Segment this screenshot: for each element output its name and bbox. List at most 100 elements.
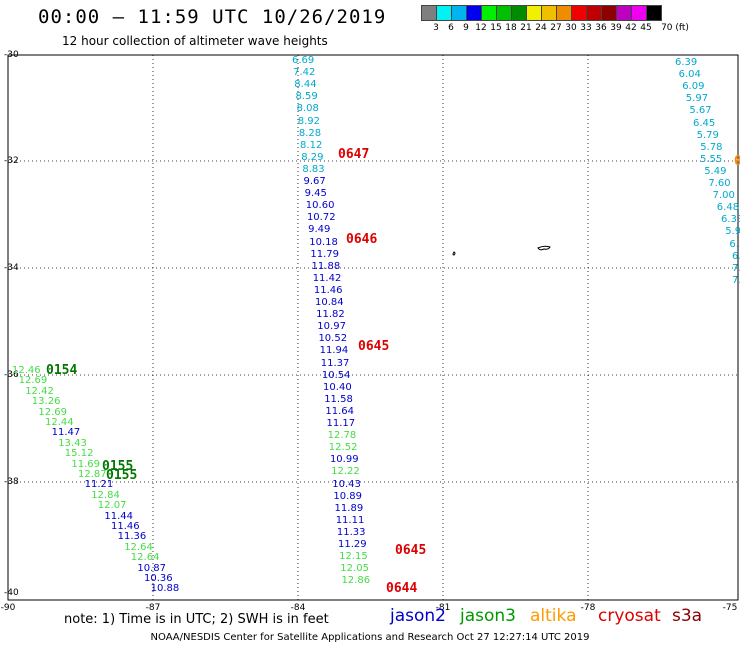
wave-height-value: 12.46 [12, 365, 41, 376]
wave-height-value: 11.88 [311, 260, 341, 272]
wave-height-value: 10.88 [150, 583, 180, 595]
color-scale-swatch [646, 5, 662, 21]
track-time-label: 0154 [46, 363, 78, 378]
color-scale-label: 9 [463, 23, 469, 33]
wave-height-value: 8.08 [296, 103, 319, 115]
wave-height-value: 6.45 [693, 117, 716, 129]
wave-height-value: 8.83 [302, 163, 325, 175]
wave-height-value: 6.48 [716, 202, 740, 214]
color-scale-swatch [541, 5, 557, 21]
color-scale: 3 6 9 12 15 18 21 24 27 30 33 36 39 42 45 70 (ft) [421, 5, 740, 33]
color-scale-swatch [466, 5, 482, 21]
wave-height-value: 12.15 [339, 551, 368, 563]
latitude-label: -30 [4, 50, 19, 60]
wave-height-value: 8.28 [298, 127, 322, 139]
track-time-label: 0647 [338, 147, 370, 162]
wave-height-value: 11.79 [310, 248, 340, 260]
wave-height-value: 5.55 [700, 153, 723, 165]
track-time-label: 0644 [386, 581, 418, 596]
color-scale-swatch [526, 5, 542, 21]
wave-height-value: 10.84 [315, 297, 344, 308]
wave-height-value: 12.44 [45, 417, 74, 428]
wave-height-value: 10.36 [144, 573, 173, 584]
page-title: 00:00 – 11:59 UTC 10/26/2019 [38, 6, 387, 28]
wave-height-value: 6.33 [721, 214, 740, 226]
color-scale-swatch [481, 5, 497, 21]
color-scale-swatch [631, 5, 647, 21]
wave-height-value: 6.69 [292, 55, 315, 66]
wave-height-value: 5.97 [685, 93, 709, 105]
wave-height-value: 12.52 [328, 442, 358, 454]
wave-height-value: 6.39 [675, 57, 698, 68]
color-scale-label: 39 [610, 23, 622, 33]
color-scale-swatch [421, 5, 437, 21]
wave-height-value: 10.72 [306, 212, 336, 224]
wave-height-value: 11.58 [324, 393, 353, 405]
color-scale-label: 45 [640, 23, 652, 33]
wave-height-value: 10.89 [333, 490, 363, 502]
wave-height-value: 11.89 [334, 502, 364, 514]
color-scale-swatch [496, 5, 512, 21]
color-scale-swatch [451, 5, 467, 21]
wave-height-value: 12.86 [341, 575, 371, 587]
wave-height-value: 11.46 [313, 284, 343, 296]
graticule-grid [8, 55, 738, 600]
wave-height-value: 12.84 [91, 489, 120, 501]
wave-height-value: 11.36 [117, 531, 147, 543]
color-scale-swatch [436, 5, 452, 21]
track-time-label: 0645 [358, 339, 390, 354]
color-scale-swatch [556, 5, 572, 21]
wave-height-value: 12.42 [25, 385, 54, 397]
wave-height-value: 5.79 [696, 129, 719, 141]
color-scale-label: 18 [505, 23, 517, 33]
wave-height-value: 10.87 [137, 562, 167, 574]
color-scale-swatches [421, 5, 740, 21]
wave-height-value: 12.05 [340, 563, 369, 575]
wave-height-value: 10.54 [321, 369, 351, 381]
wave-height-value: 11.47 [51, 427, 81, 439]
wave-height-value: 12.87 [78, 469, 107, 480]
wave-height-value: 11.29 [338, 539, 367, 550]
wave-height-value: 12.64 [130, 552, 160, 564]
track-time-label: 0155 [102, 459, 134, 474]
wave-height-value: 6.04 [678, 69, 701, 81]
wave-height-value: 5.49 [704, 165, 727, 177]
color-scale-label: 24 [535, 23, 547, 33]
wave-height-value: 12.22 [331, 466, 360, 478]
page-subtitle: 12 hour collection of altimeter wave hei… [62, 34, 328, 48]
longitude-label: -78 [580, 603, 596, 613]
color-scale-label: 30 [565, 23, 577, 33]
color-scale-swatch [616, 5, 632, 21]
color-scale-swatch [511, 5, 527, 21]
wave-height-value: 12.69 [18, 375, 48, 387]
wave-height-value: 11.82 [316, 309, 345, 321]
latitude-label: -38 [4, 477, 19, 487]
wave-height-value: 8.92 [297, 115, 321, 127]
wave-height-value: 13.26 [31, 396, 61, 408]
legend-jason2: jason2 [390, 606, 446, 626]
color-scale-label: 36 [595, 23, 607, 33]
color-scale-label: 27 [550, 23, 562, 33]
wave-height-value: 11.33 [336, 526, 366, 538]
wave-height-value: 15.12 [64, 448, 94, 460]
wave-height-value: 10.97 [317, 321, 346, 333]
color-scale-swatch [601, 5, 617, 21]
latitude-label: -34 [4, 263, 19, 273]
wave-height-value: 5.78 [700, 141, 723, 153]
wave-height-value: 11.94 [319, 345, 349, 357]
notes-text: note: 1) Time is in UTC; 2) SWH is in fe… [64, 612, 329, 627]
wave-height-value: 5.9 [725, 226, 740, 238]
wave-height-value: 7.60 [708, 178, 731, 189]
wave-height-value: 8.12 [300, 139, 323, 151]
longitude-label: -87 [145, 603, 161, 613]
color-scale-label: 70 (ft) [661, 23, 689, 33]
wave-height-value: 5.67 [689, 105, 712, 117]
wave-height-value: 6. [732, 250, 740, 262]
latitude-label: -40 [4, 588, 19, 598]
wave-height-value: 10.18 [309, 236, 338, 248]
track-time-label: 0646 [346, 232, 378, 247]
longitude-label: -90 [0, 603, 16, 613]
wave-height-value: 7.00 [712, 190, 735, 202]
track-time-label: 0155 [106, 468, 138, 483]
